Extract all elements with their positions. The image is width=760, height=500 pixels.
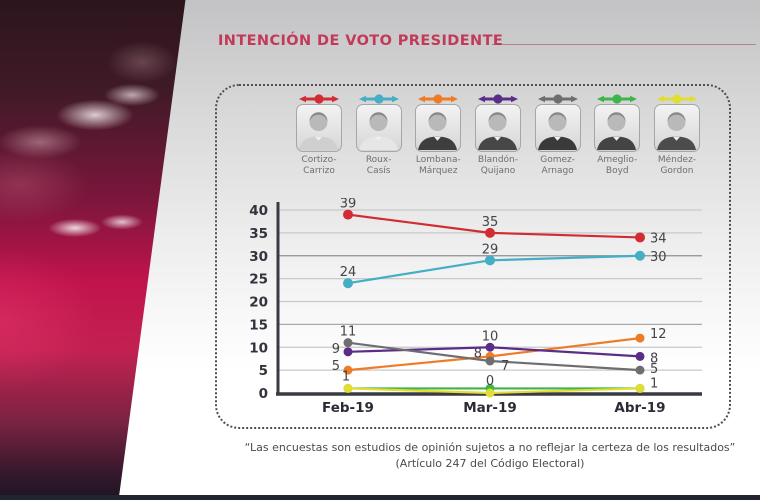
value-label: 35 xyxy=(482,215,499,230)
candidate-name: Ameglio- Boyd xyxy=(597,155,638,176)
data-point xyxy=(635,250,645,261)
y-tick-label: 5 xyxy=(259,363,268,379)
value-label: 1 xyxy=(342,369,350,384)
series-marker-icon xyxy=(597,90,638,104)
chart-panel-border xyxy=(215,84,731,429)
candidate-photo xyxy=(594,104,641,152)
candidate-name: Cortizo- Carrizo xyxy=(301,155,337,176)
value-label: 24 xyxy=(340,265,357,280)
value-label: 1 xyxy=(650,376,658,391)
data-point xyxy=(485,356,495,366)
candidate-photo xyxy=(415,104,462,152)
value-label: 0 xyxy=(486,374,494,389)
disclaimer-line2: (Artículo 247 del Código Electoral) xyxy=(395,456,585,470)
candidate-name: Gomez- Arnago xyxy=(540,155,575,176)
bottom-bar xyxy=(0,495,760,500)
poll-line-chart: 0 5 10 15 20 25 30 35 40 Feb-19 Mar-19 Abr-19 39 35 34… xyxy=(240,197,720,426)
y-tick-label: 20 xyxy=(249,295,268,311)
candidate-card: Blandón- Quijano xyxy=(471,90,525,176)
value-label: 12 xyxy=(650,327,667,342)
series-marker-icon xyxy=(299,90,339,104)
series-marker-icon xyxy=(656,90,697,104)
candidate-name: Blandón- Quijano xyxy=(477,155,518,176)
data-point xyxy=(343,338,353,348)
value-label: 10 xyxy=(482,329,499,344)
y-tick-label: 40 xyxy=(249,203,268,219)
data-point xyxy=(635,351,645,361)
y-tick-label: 30 xyxy=(249,249,268,265)
value-label: 5 xyxy=(332,359,340,374)
candidate-card: Gomez- Arnago xyxy=(531,90,585,176)
x-tick-label: Mar-19 xyxy=(463,400,517,416)
y-tick-label: 0 xyxy=(259,386,268,402)
y-tick-label: 35 xyxy=(249,226,268,242)
value-label: 8 xyxy=(474,346,482,361)
disclaimer-line1: “Las encuestas son estudios de opinión s… xyxy=(244,441,736,454)
data-point xyxy=(343,278,353,289)
value-label: 34 xyxy=(650,231,667,246)
value-label: 8 xyxy=(650,351,658,366)
candidate-photo xyxy=(653,104,700,152)
data-point xyxy=(485,342,495,352)
value-label: 7 xyxy=(501,359,509,374)
x-tick-label: Abr-19 xyxy=(614,400,665,416)
disclaimer: “Las encuestas son estudios de opinión s… xyxy=(230,440,750,472)
y-tick-label: 15 xyxy=(249,317,268,333)
data-point xyxy=(635,232,645,243)
y-tick-label: 25 xyxy=(249,272,268,288)
x-tick-label: Feb-19 xyxy=(322,400,374,416)
series-marker-icon xyxy=(477,90,518,104)
candidate-card: Roux- Casís xyxy=(352,90,406,176)
candidate-photo xyxy=(474,104,521,152)
candidate-card: Lombana- Márquez xyxy=(411,90,465,176)
data-point xyxy=(485,388,495,398)
title-rule xyxy=(492,44,756,45)
data-point xyxy=(343,365,353,375)
value-label: 29 xyxy=(482,242,499,257)
value-label: 39 xyxy=(340,198,357,212)
data-point xyxy=(485,255,495,266)
value-label: 9 xyxy=(332,342,340,357)
candidates-legend: Cortizo- Carrizo Roux- Casís Lombana- Márquez… xyxy=(292,90,704,176)
y-tick-label: 10 xyxy=(249,340,268,356)
candidate-card: Méndez- Gordon xyxy=(650,90,704,176)
data-point xyxy=(635,333,645,343)
candidate-name: Roux- Casís xyxy=(365,155,392,176)
series-marker-icon xyxy=(418,90,459,104)
data-point xyxy=(343,383,353,393)
series-marker-icon xyxy=(537,90,578,104)
candidate-card: Cortizo- Carrizo xyxy=(292,90,346,176)
value-label: 30 xyxy=(650,250,667,265)
candidate-photo xyxy=(355,104,402,152)
candidate-card: Ameglio- Boyd xyxy=(590,90,644,176)
data-point xyxy=(343,347,353,357)
data-point xyxy=(635,383,645,393)
value-label: 5 xyxy=(650,362,658,377)
value-label: 11 xyxy=(340,325,357,340)
candidate-photo xyxy=(534,104,581,152)
candidate-photo xyxy=(296,104,342,152)
series-marker-icon xyxy=(358,90,399,104)
data-point xyxy=(635,365,645,375)
candidate-name: Méndez- Gordon xyxy=(657,155,697,176)
data-point xyxy=(485,227,495,238)
page-title: INTENCIÓN DE VOTO PRESIDENTE xyxy=(218,33,504,49)
data-point xyxy=(343,209,353,220)
candidate-name: Lombana- Márquez xyxy=(415,155,461,176)
